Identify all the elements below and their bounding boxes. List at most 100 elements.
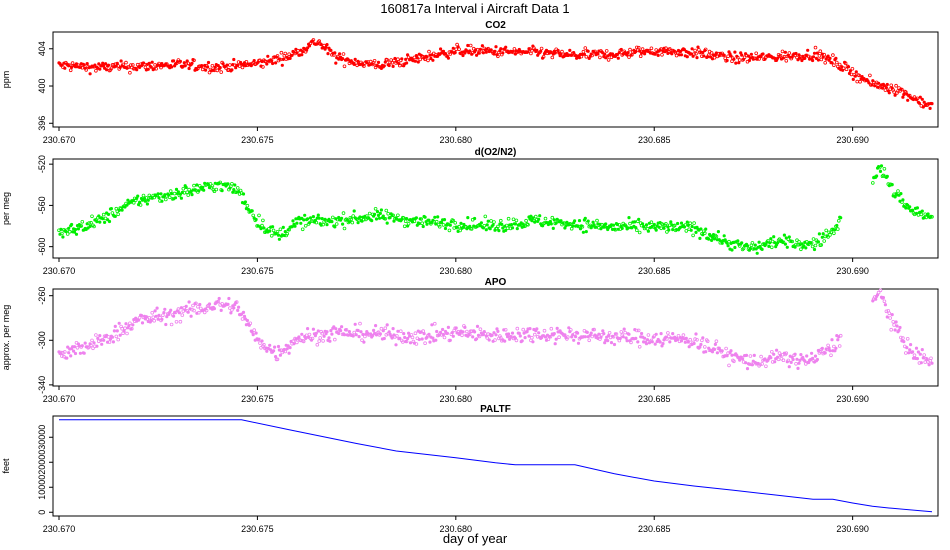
data-point: [661, 223, 665, 227]
data-point: [803, 56, 807, 61]
y-tick-label: -340: [37, 376, 47, 394]
data-point: [794, 242, 798, 247]
data-point: [290, 225, 294, 229]
x-tick-label: 230.675: [241, 135, 274, 145]
data-point: [442, 335, 447, 340]
data-point: [369, 332, 373, 336]
data-point: [439, 220, 444, 225]
data-point: [300, 53, 304, 57]
data-point: [642, 336, 647, 340]
data-point: [894, 320, 898, 324]
data-point: [853, 74, 857, 78]
data-point: [737, 58, 742, 62]
data-point: [901, 95, 905, 99]
data-point: [524, 218, 528, 223]
data-point: [904, 206, 908, 210]
chart-panels: CO2 ppm 396 400 404 230.670 230.675 230.680 230.…: [1, 20, 939, 534]
x-tick-label: 230.690: [836, 135, 869, 145]
data-point: [575, 331, 580, 335]
data-point: [704, 227, 708, 231]
data-point: [370, 219, 374, 223]
data-point: [565, 335, 570, 339]
data-point: [530, 335, 534, 340]
data-point: [601, 329, 605, 333]
data-point: [819, 57, 824, 62]
data-point: [745, 244, 750, 248]
data-point: [769, 237, 773, 241]
data-point: [70, 222, 74, 227]
data-point: [699, 227, 703, 231]
data-point: [357, 334, 361, 339]
data-point: [219, 70, 224, 74]
data-point: [494, 45, 498, 49]
data-point: [676, 333, 681, 338]
data-point: [858, 79, 862, 84]
data-point: [340, 222, 345, 226]
data-point: [463, 51, 467, 55]
data-point: [879, 164, 884, 168]
data-point: [268, 229, 272, 233]
data-point: [897, 193, 901, 197]
data-point: [552, 218, 556, 222]
data-point: [751, 359, 755, 363]
x-tick-label: 230.670: [43, 394, 76, 404]
data-point: [220, 189, 224, 193]
data-point: [826, 54, 830, 58]
data-point: [675, 221, 680, 226]
data-point: [272, 345, 277, 349]
data-point: [332, 337, 337, 342]
data-point: [437, 224, 442, 229]
data-point: [627, 55, 631, 59]
data-point: [325, 330, 329, 334]
data-point: [625, 339, 629, 343]
data-point: [391, 64, 395, 69]
data-point: [484, 50, 488, 54]
data-point: [451, 218, 456, 223]
data-point: [91, 346, 95, 351]
data-point: [910, 350, 915, 354]
data-point: [830, 338, 834, 342]
data-point: [347, 220, 351, 224]
data-point: [221, 62, 225, 66]
data-point: [586, 49, 590, 53]
data-point: [339, 325, 344, 329]
data-point: [322, 43, 326, 48]
data-point: [362, 340, 366, 344]
data-point: [113, 214, 117, 218]
data-point: [107, 340, 112, 344]
data-point: [229, 311, 233, 315]
data-point: [172, 314, 176, 318]
data-point: [896, 189, 900, 193]
data-point: [446, 325, 450, 329]
data-point: [291, 219, 295, 223]
data-point: [474, 337, 479, 341]
data-point: [766, 239, 770, 243]
data-point: [224, 66, 228, 70]
data-point: [244, 59, 249, 64]
data-point: [108, 337, 113, 341]
data-point: [351, 334, 355, 338]
data-point: [653, 342, 657, 346]
data-point: [325, 42, 329, 47]
data-point: [388, 216, 392, 220]
data-point: [644, 223, 649, 227]
data-point: [88, 72, 92, 76]
data-point: [186, 193, 191, 197]
data-point: [569, 226, 574, 231]
data-point: [787, 51, 792, 55]
data-point: [63, 66, 67, 70]
data-point: [692, 221, 696, 225]
data-point: [533, 214, 538, 219]
data-point: [346, 58, 350, 62]
data-point: [300, 332, 304, 336]
data-point: [750, 241, 755, 245]
data-point: [265, 62, 269, 66]
data-point: [563, 333, 567, 337]
data-point: [930, 361, 934, 365]
data-point: [518, 334, 522, 338]
data-point: [824, 228, 828, 233]
data-point: [488, 227, 492, 231]
data-point: [237, 305, 241, 309]
